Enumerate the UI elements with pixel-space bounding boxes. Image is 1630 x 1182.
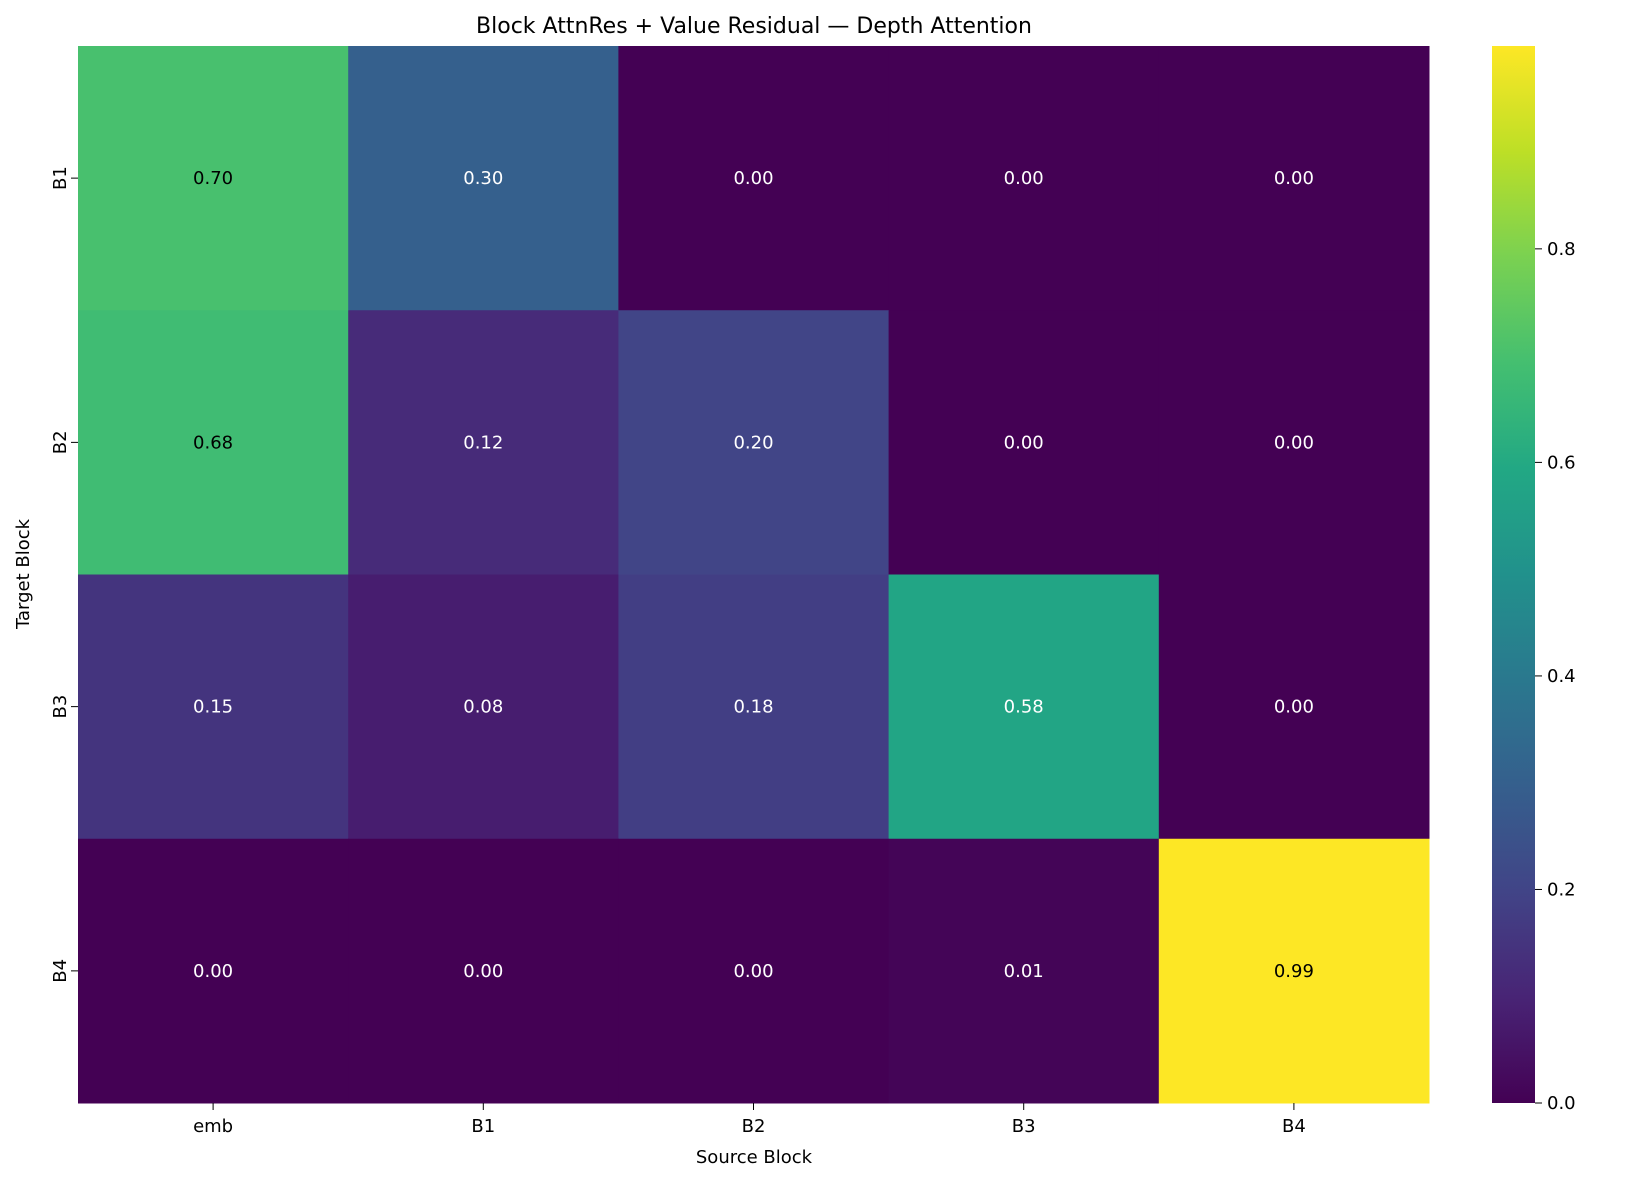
heatmap-cell bbox=[348, 574, 619, 840]
heatmap-cell bbox=[1158, 310, 1430, 575]
cell-annotation: 0.00 bbox=[1274, 697, 1314, 718]
cell-annotation: 0.12 bbox=[463, 432, 503, 453]
x-axis-label: Source Block bbox=[696, 1147, 813, 1168]
cell-annotation: 0.18 bbox=[733, 697, 773, 718]
y-tick-label: B1 bbox=[50, 166, 71, 190]
heatmap-cell bbox=[618, 46, 890, 311]
cell-annotation: 0.00 bbox=[733, 961, 773, 982]
cell-annotation: 0.01 bbox=[1004, 961, 1044, 982]
cell-annotation: 0.00 bbox=[1274, 168, 1314, 189]
cell-annotation: 0.99 bbox=[1274, 961, 1314, 982]
heatmap-cell bbox=[1158, 46, 1430, 311]
y-tick-label: B4 bbox=[50, 959, 71, 983]
heatmap-cell bbox=[888, 838, 1160, 1104]
heatmap-cell bbox=[888, 574, 1160, 840]
cell-annotation: 0.15 bbox=[193, 697, 233, 718]
cell-annotation: 0.08 bbox=[463, 697, 503, 718]
x-tick-label: B3 bbox=[1012, 1116, 1036, 1137]
heatmap-cell bbox=[78, 838, 349, 1104]
heatmap-cell bbox=[888, 46, 1160, 311]
colorbar-tick-label: 0.0 bbox=[1547, 1093, 1576, 1114]
colorbar-tick-label: 0.2 bbox=[1547, 879, 1576, 900]
cell-annotation: 0.20 bbox=[733, 432, 773, 453]
cell-annotation: 0.00 bbox=[193, 961, 233, 982]
y-axis-label: Target Block bbox=[13, 518, 34, 630]
x-axis: emb B1 B2 B3 B4 bbox=[193, 1103, 1306, 1137]
x-tick-label: emb bbox=[193, 1116, 233, 1137]
cell-annotation: 0.00 bbox=[463, 961, 503, 982]
heatmap-cell bbox=[618, 310, 890, 575]
cell-annotation: 0.70 bbox=[193, 168, 233, 189]
heatmap-cell bbox=[348, 838, 619, 1104]
chart-title: Block AttnRes + Value Residual — Depth A… bbox=[476, 14, 1032, 39]
colorbar-tick-label: 0.6 bbox=[1547, 452, 1576, 473]
colorbar-tick-label: 0.4 bbox=[1547, 666, 1576, 687]
cell-annotation: 0.68 bbox=[193, 432, 233, 453]
x-tick-label: B4 bbox=[1282, 1116, 1306, 1137]
cell-annotation: 0.00 bbox=[1274, 432, 1314, 453]
heatmap-cell bbox=[348, 310, 619, 575]
heatmap-cell bbox=[78, 310, 349, 575]
y-tick-label: B2 bbox=[50, 430, 71, 454]
colorbar-ticks: 0.0 0.2 0.4 0.6 0.8 bbox=[1535, 239, 1576, 1114]
cell-annotation: 0.00 bbox=[1004, 432, 1044, 453]
heatmap-cell bbox=[618, 574, 890, 840]
heatmap-cell bbox=[348, 46, 619, 311]
heatmap-cell bbox=[888, 310, 1160, 575]
x-tick-label: B1 bbox=[471, 1116, 495, 1137]
cell-annotation: 0.58 bbox=[1004, 697, 1044, 718]
heatmap-cell bbox=[1158, 838, 1430, 1104]
y-tick-label: B3 bbox=[50, 695, 71, 719]
cell-annotation: 0.00 bbox=[1004, 168, 1044, 189]
colorbar-tick-label: 0.8 bbox=[1547, 239, 1576, 260]
colorbar bbox=[1492, 46, 1535, 1103]
cell-annotation: 0.00 bbox=[733, 168, 773, 189]
heatmap-cells: 0.70 0.30 0.00 0.00 0.00 0.68 0.12 0.20 0.00 0.00… bbox=[78, 46, 1430, 1104]
heatmap-cell bbox=[1158, 574, 1430, 840]
y-axis: B1 B2 B3 B4 bbox=[50, 166, 78, 983]
x-tick-label: B2 bbox=[742, 1116, 766, 1137]
heatmap-cell bbox=[618, 838, 890, 1104]
cell-annotation: 0.30 bbox=[463, 168, 503, 189]
heatmap-cell bbox=[78, 574, 349, 840]
heatmap-cell bbox=[78, 46, 349, 311]
